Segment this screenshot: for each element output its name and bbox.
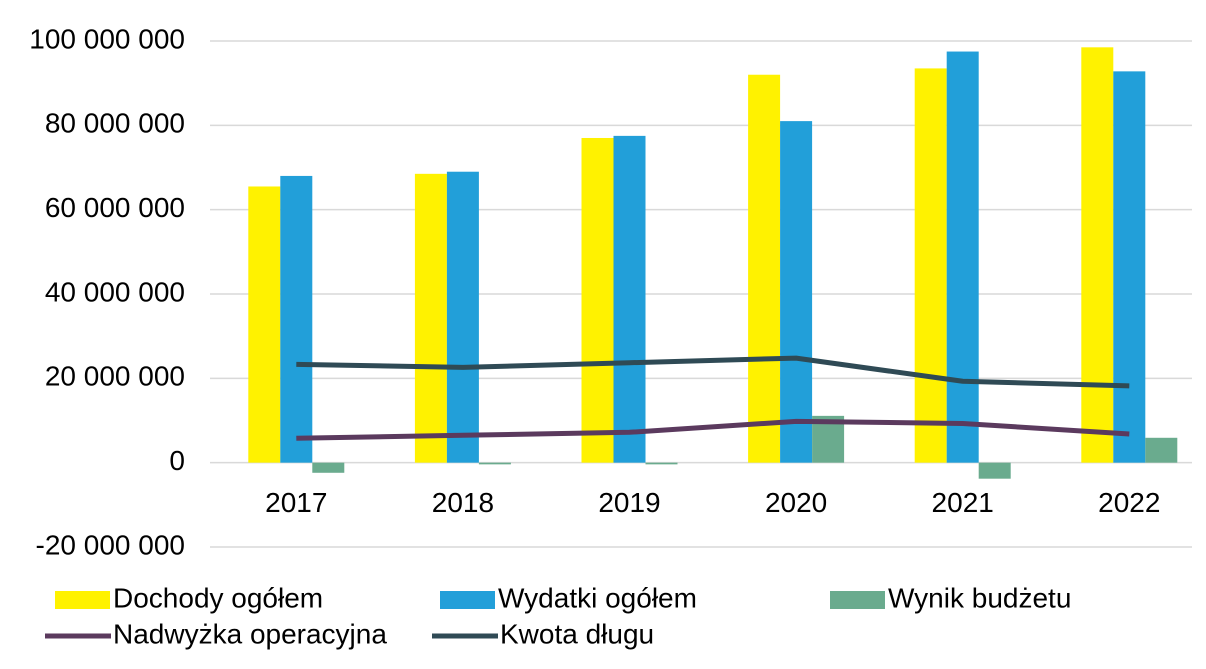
legend-label: Kwota długu [500, 618, 654, 649]
legend-label: Dochody ogółem [113, 582, 323, 613]
bar [748, 74, 781, 463]
legend-swatch [55, 591, 110, 609]
bar [914, 68, 947, 463]
x-tick-label: 2018 [432, 487, 494, 518]
y-tick-label: 100 000 000 [29, 23, 185, 54]
bar [946, 51, 979, 463]
bar [446, 171, 479, 463]
line [296, 355, 1130, 389]
y-tick-label: 40 000 000 [45, 276, 185, 307]
bar [581, 137, 614, 463]
bar [978, 462, 1011, 479]
bar [780, 121, 813, 463]
bar [478, 462, 511, 465]
y-tick-label: 80 000 000 [45, 108, 185, 139]
bar [1081, 47, 1114, 463]
bar [645, 462, 678, 465]
bar [312, 462, 345, 473]
bar [1145, 437, 1178, 463]
legend-label: Nadwyżka operacyjna [113, 618, 387, 649]
x-tick-label: 2017 [265, 487, 327, 518]
y-tick-label: 60 000 000 [45, 192, 185, 223]
legend-swatch [440, 591, 495, 609]
legend-swatch [830, 591, 885, 609]
y-tick-label: 20 000 000 [45, 361, 185, 392]
y-tick-label: -20 000 000 [36, 529, 185, 560]
x-tick-label: 2019 [598, 487, 660, 518]
bar [613, 135, 646, 463]
bar [248, 186, 281, 463]
bar [1113, 71, 1146, 463]
line [296, 418, 1130, 441]
bar [414, 173, 447, 463]
legend-label: Wynik budżetu [888, 582, 1071, 613]
x-tick-label: 2021 [932, 487, 994, 518]
legend-label: Wydatki ogółem [498, 582, 697, 613]
bar [280, 175, 313, 463]
x-tick-label: 2022 [1098, 487, 1160, 518]
y-tick-label: 0 [169, 445, 185, 476]
x-tick-label: 2020 [765, 487, 827, 518]
